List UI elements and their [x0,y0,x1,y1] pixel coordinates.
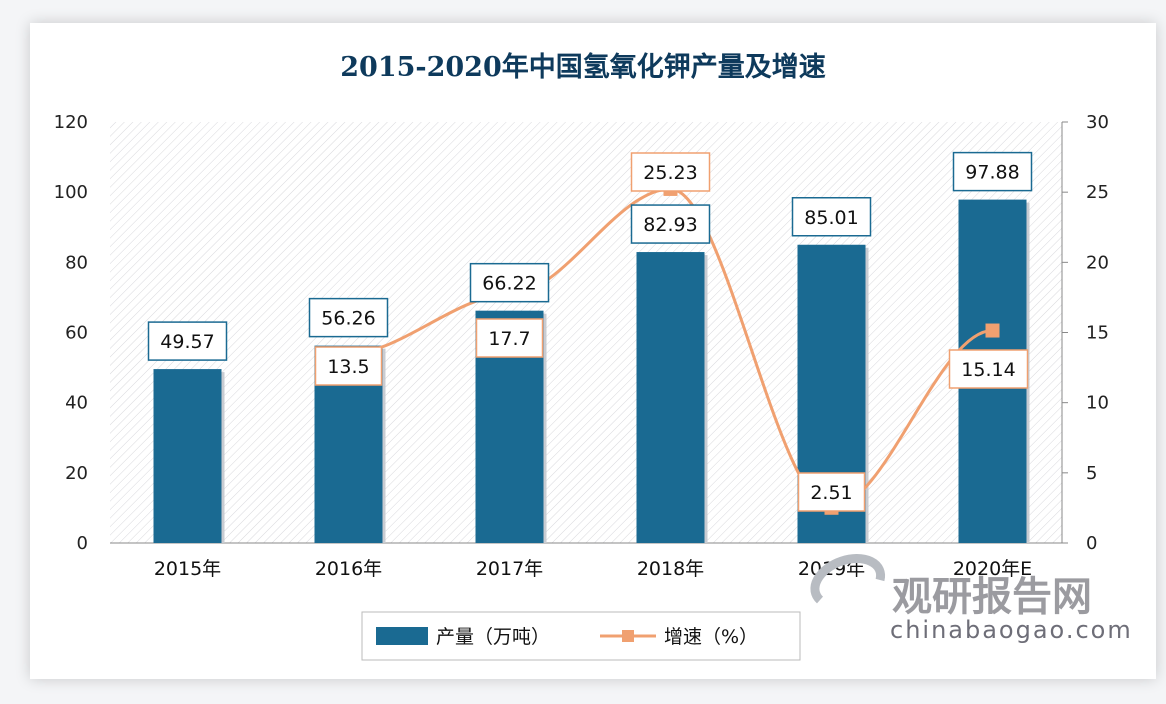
bar-data-label-box [791,197,872,237]
legend-line-label: 增速（%） [664,626,758,648]
growth-marker [985,323,1000,338]
left-axis-tick: 80 [65,252,88,273]
line-data-label: 13.5 [327,356,369,378]
legend: 产量（万吨） 增速（%） [361,611,801,661]
left-axis-tick: 100 [54,182,88,203]
plot-area [110,122,1062,543]
legend-line-marker [622,630,634,642]
line-data-label: 2.51 [810,482,852,504]
x-axis-tick: 2016年 [315,558,382,580]
legend-bar-swatch [376,627,428,645]
bar [636,252,705,544]
bar-data-label-box [469,262,550,303]
line-data-label-box [314,346,383,386]
x-axis-tick: 2017年 [476,558,543,580]
x-axis-tick: 2020年E [953,558,1032,580]
left-axis-tick: 60 [65,323,88,344]
right-axis-tick: 0 [1086,533,1097,554]
bar-data-label: 97.88 [965,162,1019,184]
legend-bar-label: 产量（万吨） [436,626,550,648]
bar-data-label: 85.01 [804,207,858,229]
watermark-name: 观研报告网 [892,574,1092,620]
bar-data-label: 56.26 [321,308,375,330]
right-axis-tick: 10 [1086,393,1109,414]
right-axis-tick: 25 [1086,182,1109,203]
line-data-label-box [630,152,711,192]
bar-data-label: 66.22 [482,273,536,295]
right-axis-tick: 30 [1086,112,1109,133]
line-data-label-box [948,349,1029,389]
x-axis-tick: 2015年 [154,558,221,580]
bar-data-label-box [630,204,711,244]
watermark-url: chinabaogao.com [890,616,1133,644]
line-data-label: 25.23 [643,162,697,184]
line-data-label: 17.7 [488,328,530,350]
right-axis-tick: 20 [1086,252,1109,273]
left-axis-tick: 120 [54,112,88,133]
watermark-logo-icon [810,554,886,604]
right-axis-tick: 5 [1086,463,1097,484]
left-axis-tick: 0 [77,533,88,554]
chart-title: 2015-2020年中国氢氧化钾产量及增速 [340,51,826,83]
bar-data-label-box [147,321,228,361]
line-data-label: 15.14 [961,359,1015,381]
watermark: 观研报告网 chinabaogao.com [810,554,1133,644]
line-data-label-box [475,318,544,358]
x-axis-tick: 2018年 [637,558,704,580]
left-axis-tick: 20 [65,463,88,484]
line-data-label-box [797,472,866,512]
bar-data-label-box [308,297,389,338]
bar-data-label-box [952,151,1033,192]
bar-data-label: 82.93 [643,214,697,236]
bar-data-label: 49.57 [160,331,214,353]
legend-box [361,611,801,661]
bar [153,369,222,543]
right-axis-tick: 15 [1086,323,1109,344]
left-axis-tick: 40 [65,393,88,414]
